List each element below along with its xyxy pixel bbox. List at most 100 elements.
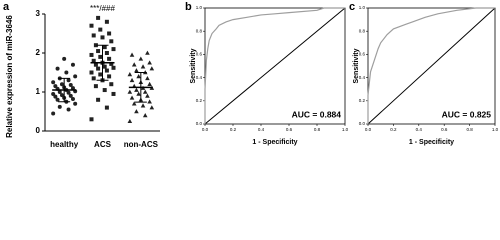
dot	[127, 89, 133, 94]
dot	[102, 64, 107, 69]
dot	[57, 90, 62, 94]
dot	[96, 49, 101, 54]
dot	[142, 113, 148, 118]
dot	[91, 33, 96, 38]
y-tick-label: 0.2	[196, 98, 203, 103]
x-axis-label: 1 - Specificity	[409, 139, 454, 146]
dot	[111, 91, 116, 96]
dot	[138, 56, 144, 61]
dot	[70, 97, 75, 102]
dot	[145, 50, 150, 55]
dot	[51, 80, 56, 85]
dot	[96, 97, 101, 102]
dot	[102, 88, 107, 93]
dot	[109, 39, 114, 44]
y-tick-label: 0.6	[196, 52, 203, 57]
dot	[140, 64, 146, 69]
dot	[96, 66, 101, 71]
x-tick-label: non-ACS	[124, 140, 159, 149]
dot	[66, 90, 71, 95]
plot-frame	[204, 7, 346, 125]
dot	[91, 76, 96, 81]
y-tick-label: 1.0	[359, 5, 366, 10]
dot	[73, 101, 78, 106]
dot	[129, 95, 135, 100]
dot	[59, 82, 64, 87]
dot	[59, 93, 64, 98]
y-tick-label: 0.4	[196, 75, 203, 80]
dot	[131, 62, 137, 67]
dot	[109, 61, 114, 66]
dot	[100, 35, 105, 40]
x-tick-label: 0.6	[441, 127, 448, 132]
dot	[91, 58, 96, 63]
y-tick-label: 0.8	[359, 28, 366, 33]
y-tick-label: 0.8	[196, 28, 203, 33]
dot	[57, 104, 62, 109]
panel-label: c	[349, 1, 355, 13]
x-tick-label: 0.4	[258, 127, 265, 132]
y-tick-label: 0.4	[359, 75, 366, 80]
dot	[129, 77, 135, 83]
dot	[93, 43, 98, 48]
y-tick-label: 1	[36, 87, 41, 96]
dot	[55, 66, 60, 71]
dot	[149, 105, 155, 110]
x-tick-label: 0.2	[230, 127, 237, 132]
dot	[134, 87, 139, 92]
dot	[89, 23, 94, 28]
dot	[53, 94, 58, 99]
x-tick-label: 0.0	[202, 127, 209, 132]
dot	[66, 107, 71, 112]
x-tick-label: 0.4	[416, 127, 423, 132]
y-tick-label: 3	[36, 9, 41, 18]
dot	[89, 52, 94, 57]
y-axis-label: Relative expression of miR-3646	[5, 15, 14, 138]
dot	[104, 68, 109, 73]
figure: a 0 1 2 3 Relative expression of miR-3646 heal…	[3, 1, 499, 149]
dot	[107, 74, 112, 79]
dot	[53, 84, 58, 89]
roc-curve	[367, 7, 495, 124]
dot	[98, 72, 103, 77]
dot	[51, 91, 56, 96]
dot	[104, 19, 109, 24]
reference-line	[204, 7, 346, 125]
x-tick-label: 0.8	[466, 127, 473, 132]
sd-bar	[96, 44, 109, 81]
dot	[62, 56, 67, 61]
panel-label: a	[3, 1, 10, 13]
dot	[149, 66, 155, 71]
roc-curve	[204, 7, 345, 124]
dot	[134, 109, 139, 114]
x-tick-label: ACS	[94, 140, 112, 149]
auc-annotation: AUC = 0.825	[442, 109, 492, 119]
dot	[98, 54, 103, 59]
dot	[129, 52, 135, 57]
dot	[93, 84, 98, 89]
y-tick-label: 2	[36, 48, 41, 57]
dot	[70, 62, 75, 67]
dot	[136, 74, 141, 79]
dot	[68, 93, 73, 98]
dot	[109, 82, 114, 87]
y-tick-label: 0	[36, 126, 41, 135]
dot	[147, 99, 152, 104]
x-tick-label: 0.6	[286, 127, 293, 132]
dot	[55, 97, 60, 102]
dot	[93, 62, 98, 67]
dot	[89, 117, 94, 122]
dot	[107, 31, 112, 36]
dot	[104, 51, 109, 55]
x-tick-label: 0.0	[365, 127, 372, 132]
x-tick-label: 1.0	[492, 127, 499, 132]
dot	[142, 89, 148, 94]
dot	[68, 82, 73, 87]
dot	[136, 91, 141, 96]
dot	[102, 45, 107, 50]
x-tick-label: 0.2	[390, 127, 397, 132]
reference-line	[367, 7, 496, 125]
dot	[107, 56, 112, 61]
dot	[96, 15, 101, 20]
y-tick-label: 0.0	[196, 121, 203, 126]
